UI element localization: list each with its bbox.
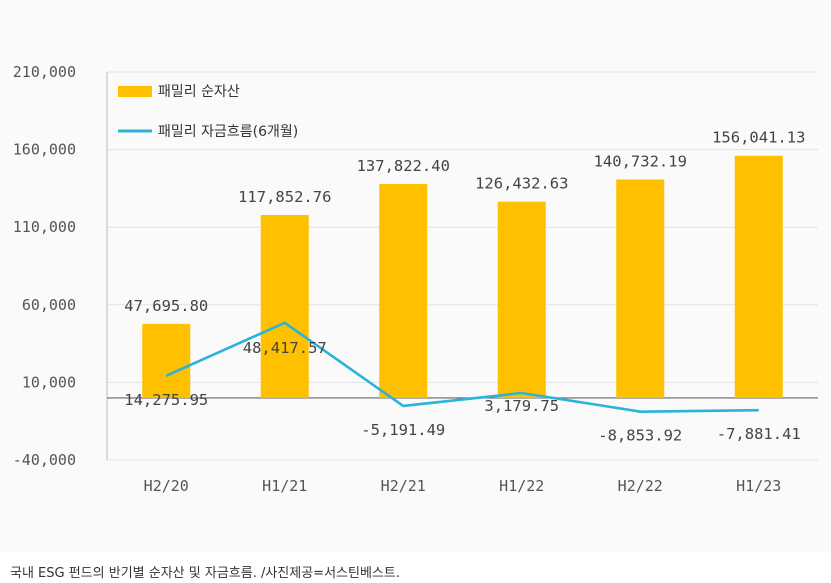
y-tick-label: -40,000 xyxy=(13,451,76,469)
bar-data-label: 117,852.76 xyxy=(238,188,331,206)
bar-data-label: 47,695.80 xyxy=(124,297,208,315)
chart-svg: -40,000 10,000 60,000 110,000 160,000 210,000… xyxy=(13,63,818,495)
x-tick-label: H1/23 xyxy=(736,477,781,495)
bar-data-label: 126,432.63 xyxy=(475,175,568,193)
photo-caption: 국내 ESG 펀드의 반기별 순자산 및 자금흐름. /사진제공=서스틴베스트. xyxy=(10,566,400,581)
x-tick-label: H2/20 xyxy=(144,477,189,495)
y-tick-label: 160,000 xyxy=(13,141,76,159)
bar xyxy=(734,155,783,398)
bar-data-label: 140,732.19 xyxy=(594,153,687,171)
bar-data-label: 156,041.13 xyxy=(712,129,805,147)
bar xyxy=(142,323,191,398)
line-data-label: -7,881.41 xyxy=(717,425,801,443)
bar-data-label: 137,822.40 xyxy=(357,157,450,175)
x-tick-label: H1/21 xyxy=(262,477,307,495)
legend-label-net-assets: 패밀리 순자산 xyxy=(158,84,240,100)
x-tick-label: H1/22 xyxy=(499,477,544,495)
line-data-label: 3,179.75 xyxy=(484,397,559,415)
x-tick-label: H2/22 xyxy=(618,477,663,495)
bar xyxy=(379,184,428,398)
line-data-label: -8,853.92 xyxy=(598,427,682,445)
line-data-label: 14,275.95 xyxy=(124,391,208,409)
legend-label-fund-flow: 패밀리 자금흐름(6개월) xyxy=(158,124,298,140)
chart-panel: -40,000 10,000 60,000 110,000 160,000 210,000… xyxy=(12,63,818,495)
y-tick-label: 10,000 xyxy=(22,373,76,391)
bar xyxy=(260,215,309,398)
line-data-label: 48,417.57 xyxy=(243,339,327,357)
line-data-label: -5,191.49 xyxy=(361,421,445,439)
y-tick-label: 110,000 xyxy=(13,218,76,236)
x-tick-label: H2/21 xyxy=(381,477,426,495)
y-tick-label: 60,000 xyxy=(22,296,76,314)
bar xyxy=(497,201,546,398)
y-tick-label: 210,000 xyxy=(13,63,76,81)
legend-swatch-net-assets xyxy=(118,86,152,97)
line-series xyxy=(165,321,759,413)
bar xyxy=(616,179,665,398)
